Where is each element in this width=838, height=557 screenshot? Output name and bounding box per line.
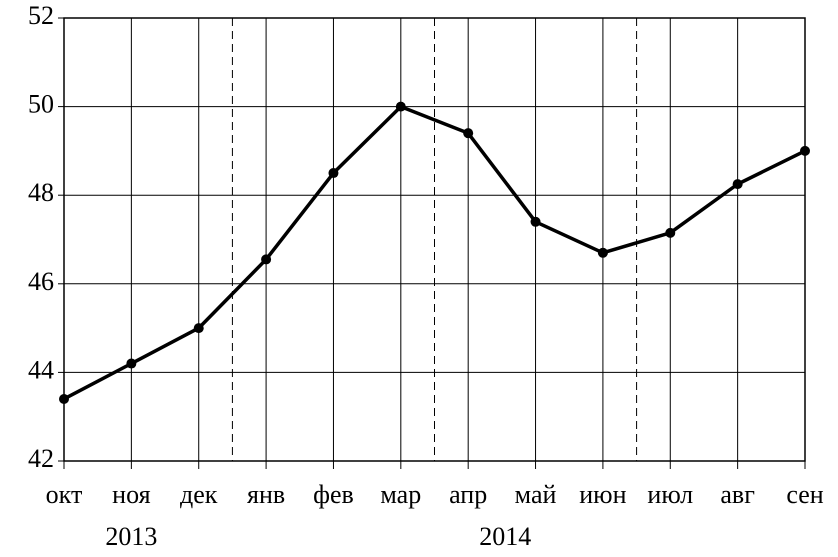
- x-tick-label: фев: [313, 480, 354, 509]
- x-tick-label: дек: [180, 480, 218, 509]
- point: [463, 128, 474, 139]
- y-tick-label: 48: [28, 178, 54, 207]
- line: [63, 104, 806, 401]
- x-tick-label: окт: [46, 480, 83, 509]
- year-label: 2014: [479, 522, 531, 551]
- x-tick-label: сен: [786, 480, 823, 509]
- y-tick-label: 46: [28, 267, 54, 296]
- point: [395, 101, 406, 112]
- y-tick-label: 42: [28, 444, 54, 473]
- x-tick-label: июл: [647, 480, 693, 509]
- x-tick-label: май: [515, 480, 557, 509]
- x-tick-label: авг: [720, 480, 754, 509]
- year-label: 2013: [105, 522, 157, 551]
- point: [193, 323, 204, 334]
- x-tick-label: апр: [449, 480, 487, 509]
- point: [126, 358, 137, 369]
- point: [597, 247, 608, 258]
- point: [328, 168, 339, 179]
- x-tick-label: янв: [247, 480, 285, 509]
- x-tick-label: ноя: [112, 480, 150, 509]
- y-tick-label: 44: [28, 355, 54, 384]
- point: [732, 179, 743, 190]
- point: [530, 216, 541, 227]
- y-tick-label: 50: [28, 90, 54, 119]
- point: [665, 227, 676, 238]
- x-tick-label: мар: [380, 480, 421, 509]
- x-tick-label: июн: [579, 480, 626, 509]
- plot-frame: [63, 17, 806, 462]
- y-tick-label: 52: [28, 1, 54, 30]
- point: [261, 254, 272, 265]
